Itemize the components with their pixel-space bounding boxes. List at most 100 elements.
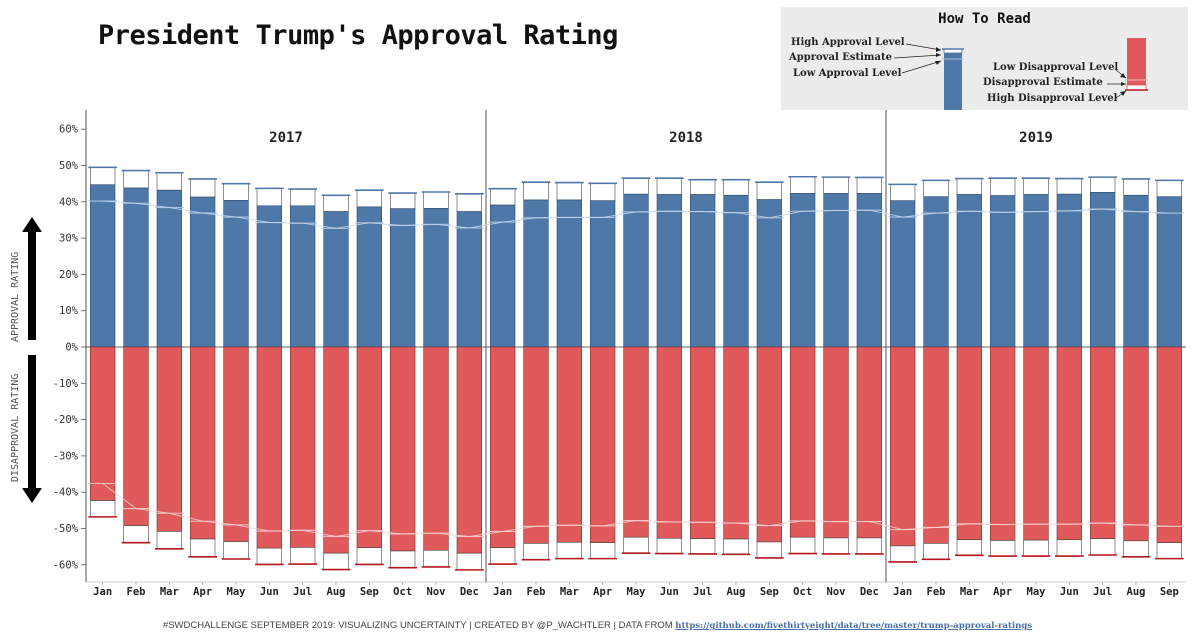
y-tick-label: -30% bbox=[53, 450, 79, 462]
year-label: 2017 bbox=[269, 130, 303, 146]
y-tick-label: -50% bbox=[53, 523, 79, 535]
disapproval-bar bbox=[123, 346, 149, 526]
x-tick-label: Dec bbox=[460, 586, 479, 598]
disapproval-bar bbox=[1056, 346, 1082, 541]
approval-band bbox=[790, 176, 816, 194]
x-tick-label: Mar bbox=[960, 586, 979, 598]
approval-band bbox=[1123, 178, 1149, 196]
disapproval-bar bbox=[823, 346, 849, 539]
x-tick-label: Feb bbox=[127, 586, 146, 598]
disapproval-band bbox=[656, 538, 682, 554]
y-tick-label: 50% bbox=[59, 160, 79, 172]
disapproval-band bbox=[690, 538, 716, 555]
x-tick-label: Aug bbox=[1127, 586, 1146, 598]
approval-band bbox=[690, 179, 716, 195]
disapproval-bar bbox=[156, 346, 182, 532]
disapproval-bar bbox=[990, 346, 1016, 541]
disapproval-band bbox=[856, 537, 882, 555]
approval-bar bbox=[590, 200, 616, 348]
disapproval-bar bbox=[556, 346, 582, 543]
disapproval-bar bbox=[1156, 346, 1182, 543]
disapproval-band bbox=[790, 536, 816, 554]
approval-band bbox=[723, 179, 749, 196]
x-tick-label: Dec bbox=[860, 586, 879, 598]
x-tick-label: Jan bbox=[93, 586, 112, 598]
approval-band bbox=[623, 177, 649, 195]
disapproval-band bbox=[190, 538, 216, 558]
x-tick-label: Jan bbox=[893, 586, 912, 598]
approval-band bbox=[123, 170, 149, 189]
disapproval-bar bbox=[523, 346, 549, 544]
approval-bar bbox=[1156, 196, 1182, 348]
legend-low-approval-label: Low Approval Level bbox=[793, 68, 902, 79]
approval-bar bbox=[90, 184, 116, 348]
disapproval-bar bbox=[590, 346, 616, 543]
disapproval-bar bbox=[890, 346, 916, 547]
how-to-read-legend: How To Read High Approval Level Approval… bbox=[781, 7, 1188, 110]
disapproval-bar bbox=[756, 346, 782, 543]
x-tick-label: Sep bbox=[760, 586, 779, 598]
disapproval-bar bbox=[490, 346, 516, 549]
x-tick-label: Aug bbox=[727, 586, 746, 598]
disapproval-arrow-head bbox=[22, 488, 42, 503]
approval-bar bbox=[1090, 192, 1116, 348]
x-tick-label: Mar bbox=[560, 586, 579, 598]
disapproval-band bbox=[556, 541, 582, 559]
approval-bar bbox=[390, 208, 416, 348]
disapproval-band bbox=[256, 547, 282, 565]
approval-band bbox=[890, 184, 916, 202]
x-tick-label: Feb bbox=[927, 586, 946, 598]
approval-bar bbox=[756, 199, 782, 348]
disapproval-band bbox=[490, 547, 516, 565]
how-to-read-title: How To Read bbox=[938, 11, 1031, 27]
disapproval-bar bbox=[1123, 346, 1149, 542]
y-tick-label: 0% bbox=[65, 342, 78, 354]
x-tick-label: Nov bbox=[827, 586, 846, 598]
disapproval-bar bbox=[790, 346, 816, 538]
year-label: 2019 bbox=[1019, 130, 1053, 146]
disapproval-bar bbox=[423, 346, 449, 551]
disapproval-band bbox=[1056, 539, 1082, 557]
approval-bar bbox=[1123, 194, 1149, 348]
x-tick-label: Feb bbox=[527, 586, 546, 598]
approval-bar bbox=[490, 204, 516, 348]
disapproval-bar bbox=[390, 346, 416, 552]
disapproval-band bbox=[523, 543, 549, 561]
disapproval-band bbox=[590, 542, 616, 559]
approval-band bbox=[456, 193, 482, 212]
approval-bar bbox=[923, 196, 949, 348]
approval-band bbox=[1056, 178, 1082, 195]
approval-bar bbox=[690, 194, 716, 348]
approval-bar bbox=[790, 193, 816, 348]
approval-bar bbox=[556, 199, 582, 348]
approval-bar bbox=[523, 199, 549, 348]
disapproval-band bbox=[356, 547, 382, 565]
disapproval-band bbox=[156, 531, 182, 550]
approval-arrow-head bbox=[22, 217, 42, 232]
approval-bar bbox=[223, 200, 249, 348]
footer-data-link[interactable]: https://github.com/fivethirtyeight/data/… bbox=[675, 621, 1033, 631]
low-approval-trend bbox=[102, 200, 1170, 229]
disapproval-band bbox=[390, 550, 416, 569]
approval-band bbox=[423, 191, 449, 209]
disapproval-band bbox=[890, 545, 916, 563]
legend-approval-bar bbox=[944, 53, 962, 110]
disapproval-bar bbox=[356, 346, 382, 549]
approval-band bbox=[590, 182, 616, 202]
approval-bar bbox=[823, 193, 849, 348]
approval-bar bbox=[190, 196, 216, 348]
approval-bar bbox=[1023, 194, 1049, 348]
disapproval-bar bbox=[256, 346, 282, 549]
x-tick-label: Oct bbox=[393, 586, 412, 598]
y-tick-label: 40% bbox=[59, 196, 79, 208]
approval-arrow-shaft bbox=[28, 229, 36, 340]
approval-band bbox=[290, 188, 316, 207]
y-tick-label: -20% bbox=[53, 414, 79, 426]
x-tick-label: Apr bbox=[193, 586, 212, 598]
disapproval-band bbox=[1156, 542, 1182, 559]
approval-band bbox=[223, 183, 249, 201]
approval-band bbox=[1090, 176, 1116, 193]
disapproval-band bbox=[756, 541, 782, 559]
footer-text: #SWDCHALLENGE SEPTEMBER 2019: VISUALIZIN… bbox=[162, 620, 676, 631]
